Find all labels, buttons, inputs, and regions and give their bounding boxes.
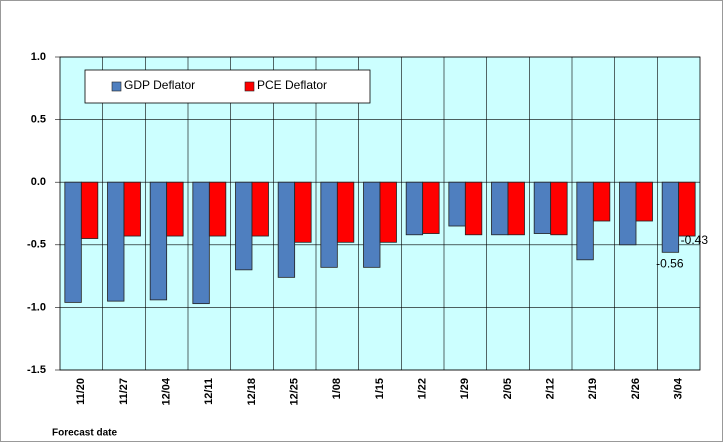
bar: [251, 181, 269, 237]
y-tick-label: -1.5: [27, 364, 46, 376]
legend-box: [84, 69, 371, 104]
x-tick-label: 1/29: [459, 378, 471, 399]
x-tick-label: 1/22: [417, 378, 429, 399]
bar: [619, 181, 637, 246]
bar: [379, 181, 397, 243]
legend-swatch: [244, 81, 255, 92]
x-tick-label: 1/15: [374, 378, 386, 399]
y-tick-label: 0.0: [31, 176, 46, 188]
y-tick-label: 1.0: [31, 51, 46, 63]
y-tick-label: -1.0: [27, 301, 46, 313]
x-tick-label: 11/27: [118, 378, 130, 405]
bar: [277, 181, 296, 278]
bar: [294, 181, 312, 243]
y-tick-label: 0.5: [31, 114, 46, 126]
bar: [661, 181, 680, 253]
bar: [123, 181, 141, 237]
bar: [422, 181, 440, 234]
data-label: -0.43: [681, 233, 709, 247]
x-tick-label: 2/05: [502, 378, 514, 399]
bar: [533, 181, 552, 234]
bar: [635, 181, 653, 222]
bar: [491, 181, 509, 236]
x-tick-label: 12/25: [289, 378, 301, 406]
y-tick-label: -0.5: [27, 239, 46, 251]
bar: [107, 181, 125, 302]
bar: [550, 181, 568, 236]
bar: [166, 181, 184, 237]
x-tick-label: 3/04: [673, 377, 685, 399]
bar: [405, 181, 424, 236]
bar: [448, 181, 466, 227]
legend-label: PCE Deflator: [257, 78, 327, 92]
x-tick-label: 12/18: [246, 378, 258, 406]
data-label: -0.56: [656, 256, 684, 270]
bar: [320, 181, 338, 268]
x-tick-label: 11/20: [75, 378, 87, 405]
x-tick-label: 2/19: [587, 378, 599, 399]
bar: [64, 181, 82, 303]
x-axis-label: Forecast date: [52, 428, 117, 439]
bar: [80, 181, 99, 239]
x-tick-label: 1/08: [331, 378, 343, 399]
bar: [235, 181, 253, 271]
x-tick-label: 12/11: [203, 378, 215, 405]
bar: [678, 181, 696, 237]
bar: [336, 181, 355, 243]
x-tick-label: 2/12: [545, 378, 557, 399]
bar: [192, 181, 210, 305]
bar: [208, 181, 227, 237]
legend-swatch: [111, 81, 122, 92]
legend-label: GDP Deflator: [124, 78, 195, 92]
bar: [507, 181, 525, 236]
bar: [464, 181, 483, 236]
bar: [363, 181, 381, 268]
x-tick-label: 12/04: [161, 377, 173, 405]
bar: [149, 181, 168, 301]
bar: [576, 181, 594, 261]
x-tick-label: 2/26: [630, 378, 642, 399]
bar: [592, 181, 611, 222]
